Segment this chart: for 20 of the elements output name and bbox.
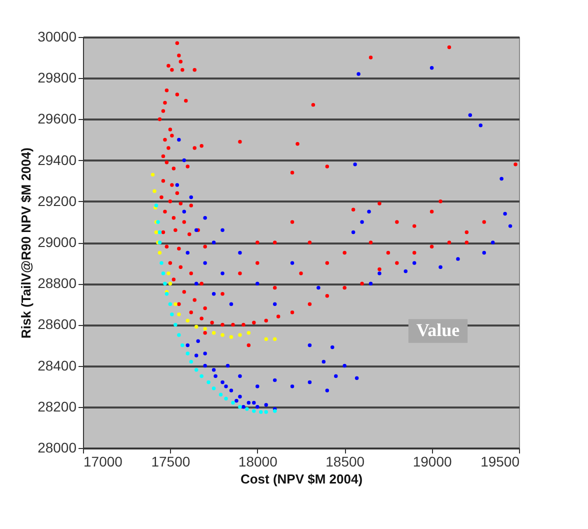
x-tick-label: 19500 [480,454,520,470]
x-axis-title: Cost (NPV $M 2004) [240,472,363,486]
x-tick-label: 18000 [238,454,278,470]
y-tick-label: 30000 [38,28,77,44]
y-axis-title: Risk (TailV@R90 NPV $M 2004) [18,148,34,338]
x-tick-label: 18500 [326,454,365,470]
y-tick-label: 29600 [38,110,77,127]
y-tick-label: 28800 [38,275,77,292]
y-tick-label: 28400 [38,357,77,374]
x-tick-label: 17000 [84,454,123,470]
y-tick-label: 29800 [38,70,77,86]
x-tick-label: 19000 [412,454,452,470]
y-tick-label: 28200 [38,398,77,414]
y-tick-label: 29400 [38,152,77,168]
y-tick-label: 28000 [38,440,77,456]
y-tick-label: 29000 [38,234,77,250]
y-tick-label: 28600 [38,316,77,332]
x-tick-label: 17500 [151,454,190,470]
annotation: Value [416,320,460,340]
y-tick-label: 29200 [38,192,77,209]
